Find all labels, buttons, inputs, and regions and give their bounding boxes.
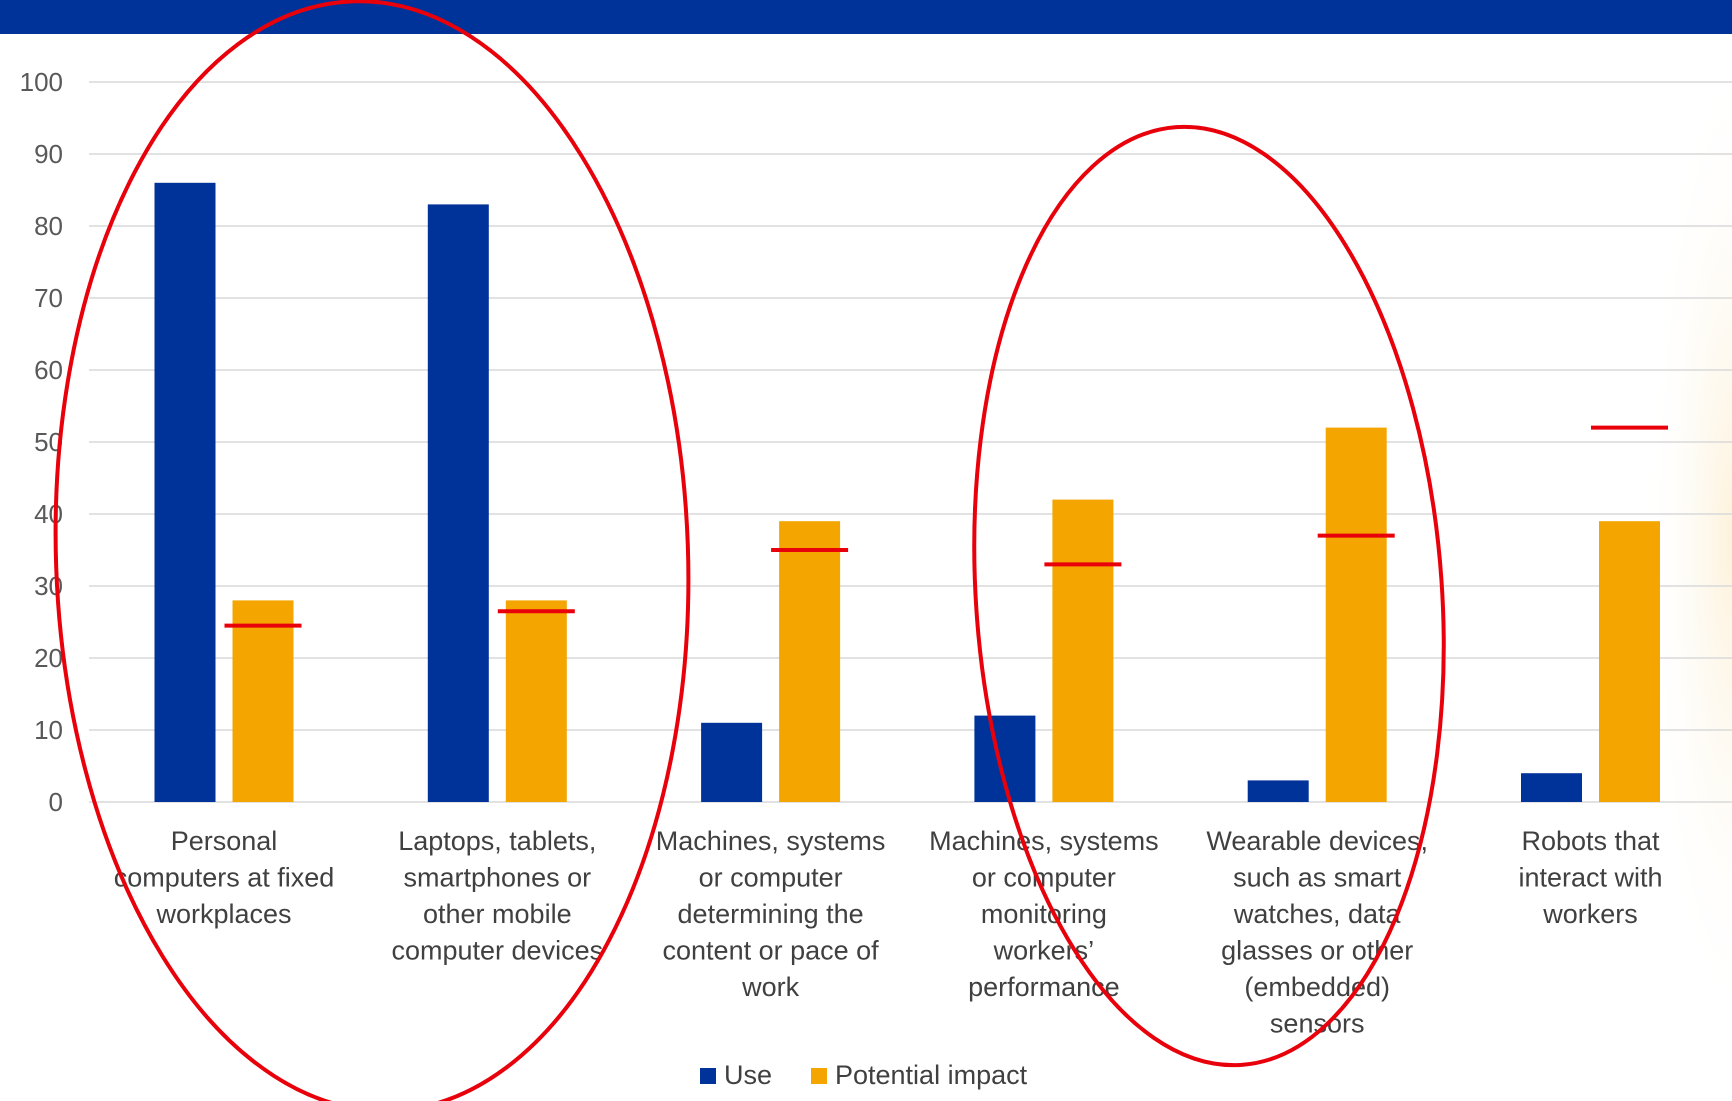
x-category-label-line: workers — [1542, 899, 1638, 929]
bars — [154, 182, 1660, 803]
x-category-label-line: workplaces — [155, 899, 291, 929]
x-category-label-line: determining the — [678, 899, 864, 929]
y-tick-label: 20 — [34, 643, 63, 673]
x-category-label-line: interact with — [1518, 863, 1662, 893]
legend-label: Use — [724, 1060, 772, 1090]
x-category-label-line: content or pace of — [663, 936, 880, 966]
use-bar — [1247, 780, 1309, 802]
x-category-label-line: other mobile — [423, 899, 572, 929]
x-category-label-line: Machines, systems — [656, 826, 886, 856]
x-category-label-line: watches, data — [1233, 899, 1402, 929]
x-category-label: Robots that interact with workers — [1518, 826, 1662, 929]
highlight-ellipses — [53, 0, 1446, 1101]
x-category-label-line: or computer — [699, 863, 843, 893]
x-category-label-line: monitoring — [981, 899, 1107, 929]
highlight-ellipse — [972, 124, 1446, 1068]
x-category-label: Laptops, tablets, smartphones or other mob… — [391, 826, 603, 966]
y-tick-label: 90 — [34, 139, 63, 169]
legend-swatch — [811, 1068, 827, 1084]
x-category-label-line: Robots that — [1521, 826, 1660, 856]
potential-impact-bar — [505, 600, 567, 802]
x-category-label: Machines, systems or computer determining … — [656, 826, 886, 1002]
x-category-label-line: computers at fixed — [114, 863, 335, 893]
gridlines — [89, 81, 1732, 803]
y-tick-label: 10 — [34, 715, 63, 745]
potential-impact-bar — [1052, 499, 1114, 802]
y-tick-label: 60 — [34, 355, 63, 385]
legend-label: Potential impact — [835, 1060, 1028, 1090]
y-tick-label: 40 — [34, 499, 63, 529]
x-category-label-line: such as smart — [1233, 863, 1402, 893]
x-category-label-line: Laptops, tablets, — [398, 826, 596, 856]
legend-swatch — [700, 1068, 716, 1084]
highlight-ellipse — [53, 0, 691, 1101]
x-category-label-line: Machines, systems — [929, 826, 1159, 856]
x-category-label-line: Wearable devices, — [1206, 826, 1428, 856]
legend: Use Potential impact — [700, 1060, 1028, 1090]
x-category-label-line: computer devices — [391, 936, 603, 966]
x-category-label-line: performance — [968, 972, 1120, 1002]
use-bar — [427, 204, 489, 802]
category-labels: Personal computers at fixed workplaces Lapt… — [114, 826, 1663, 1039]
x-category-label-line: or computer — [972, 863, 1116, 893]
x-category-label-line: Personal — [171, 826, 278, 856]
x-category-label-line: smartphones or — [404, 863, 592, 893]
y-tick-label: 80 — [34, 211, 63, 241]
y-tick-label: 100 — [20, 67, 63, 97]
x-category-label-line: workers’ — [993, 936, 1095, 966]
x-category-label: Wearable devices, such as smart watches, d… — [1206, 826, 1428, 1039]
x-category-label: Personal computers at fixed workplaces — [114, 826, 335, 929]
potential-impact-bar — [232, 600, 294, 802]
y-tick-label: 70 — [34, 283, 63, 313]
x-category-label-line: work — [741, 972, 800, 1002]
y-tick-label: 0 — [49, 787, 63, 817]
x-category-label: Machines, systems or computer monitoring wo… — [929, 826, 1159, 1002]
potential-impact-bar — [1599, 521, 1660, 802]
x-category-label-line: (embedded) — [1244, 972, 1390, 1002]
potential-impact-bar — [1325, 427, 1387, 802]
red-markers — [224, 425, 1668, 628]
use-bar — [154, 182, 216, 803]
potential-impact-bar — [779, 521, 841, 802]
use-bar — [1521, 773, 1582, 802]
use-bar — [701, 722, 763, 802]
